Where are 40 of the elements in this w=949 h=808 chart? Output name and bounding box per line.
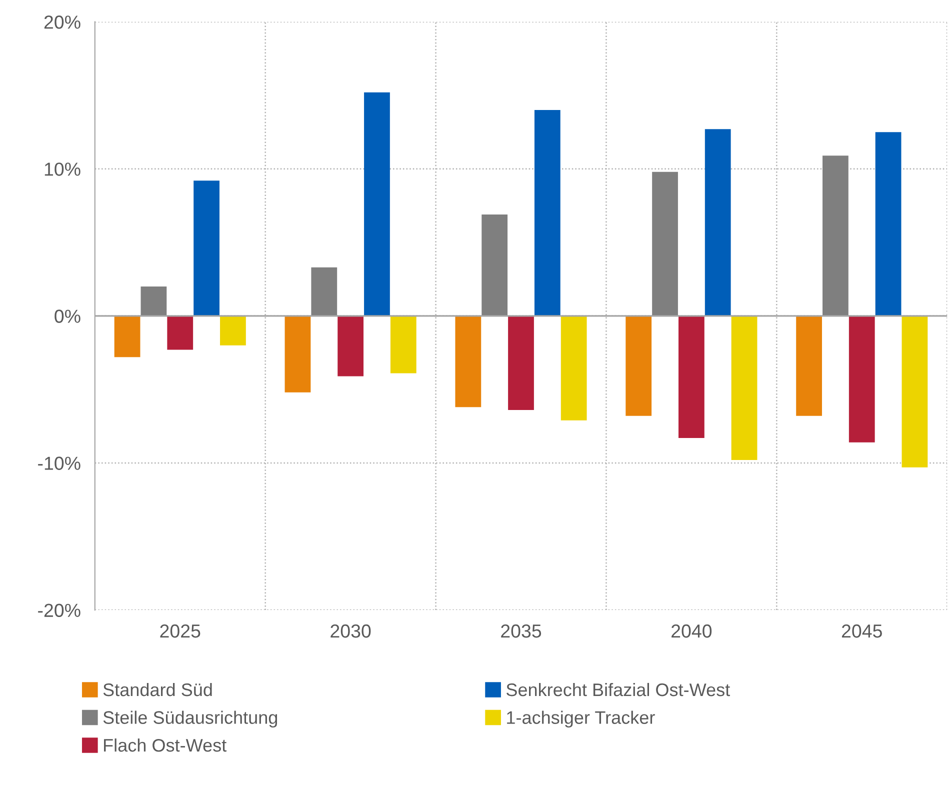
bar <box>390 316 416 374</box>
x-tick-label: 2045 <box>842 624 882 638</box>
y-tick-label: 10% <box>44 162 80 176</box>
bar <box>534 110 560 316</box>
bar <box>875 132 902 316</box>
bar <box>338 316 364 376</box>
bar <box>626 316 652 416</box>
bar <box>140 286 167 316</box>
bar <box>508 316 534 410</box>
bar <box>482 214 508 316</box>
bar <box>114 316 140 358</box>
bar <box>678 316 704 438</box>
legend-label: 1-achsiger Tracker <box>507 710 655 728</box>
y-tick-label: -20% <box>38 604 80 618</box>
legend-label: Standard Süd <box>103 682 212 696</box>
bar <box>652 172 678 316</box>
bar <box>848 316 875 442</box>
legend-label: Senkrecht Bifazial Ost-West <box>506 682 730 696</box>
x-tick-label: 2035 <box>501 624 542 638</box>
bar <box>560 316 587 420</box>
y-tick-label: 0% <box>54 310 80 323</box>
bar <box>311 267 338 316</box>
x-tick-label: 2025 <box>160 624 200 638</box>
bar <box>902 316 928 468</box>
bar <box>731 316 758 460</box>
bar <box>364 92 390 316</box>
bar <box>822 156 848 316</box>
bar <box>220 316 246 346</box>
legend-label: Flach Ost-West <box>104 738 226 752</box>
bar <box>194 180 220 316</box>
bar <box>455 316 482 408</box>
x-tick-label: 2030 <box>330 624 371 638</box>
x-tick-label: 2040 <box>672 624 712 638</box>
legend-label: Steile Südausrichtung <box>103 710 278 728</box>
bar <box>167 316 194 350</box>
y-tick-label: -10% <box>38 456 80 470</box>
y-tick-label: 20% <box>44 16 80 29</box>
bar <box>704 129 731 316</box>
bar <box>284 316 311 392</box>
bar <box>796 316 822 416</box>
